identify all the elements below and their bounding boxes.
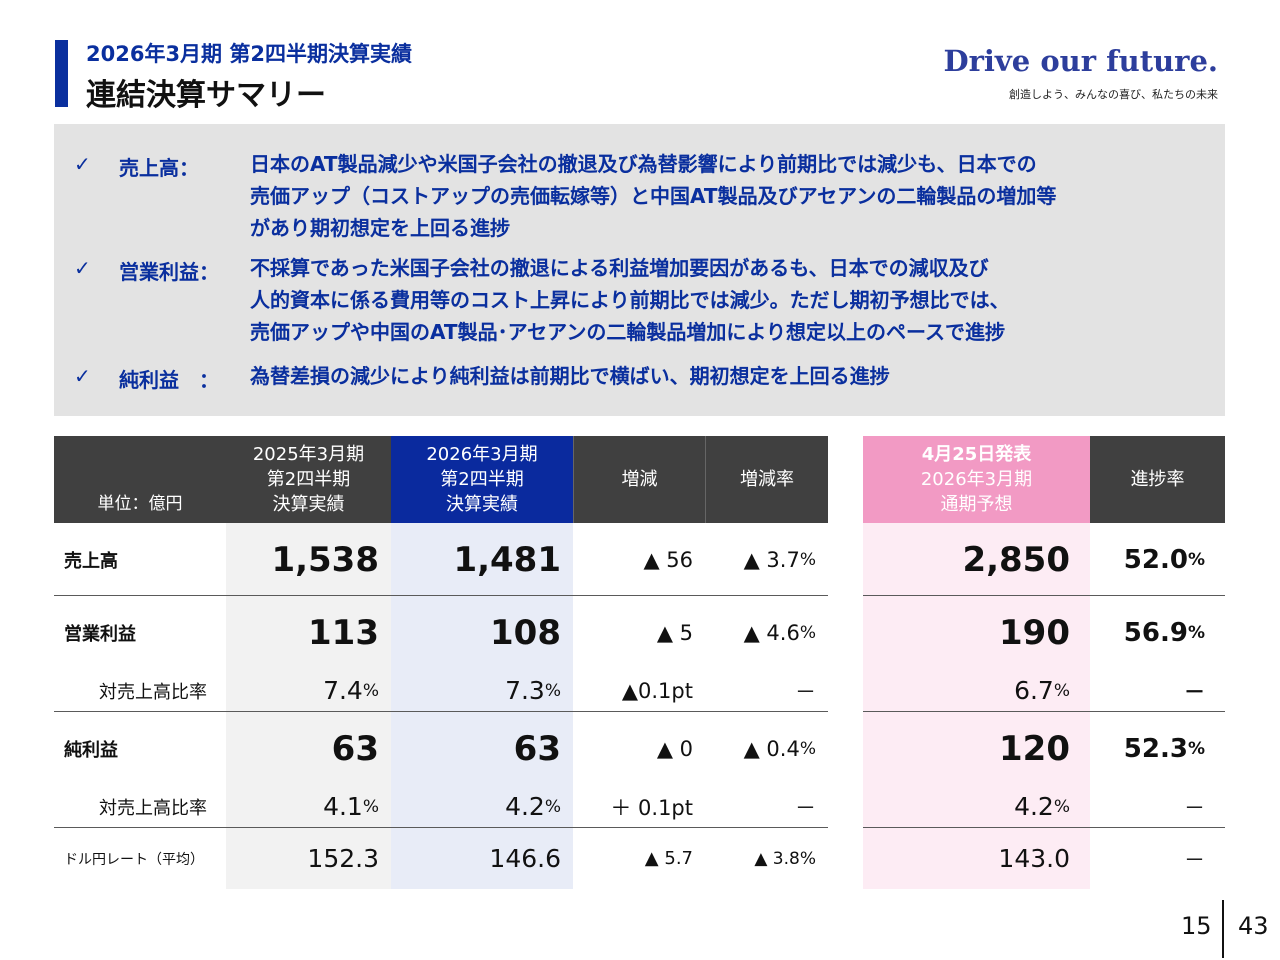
page-number: 15 [1181,912,1212,940]
row-label-op-ratio: 対売上高比率 [54,669,226,712]
net-rate: ▲ 0.4% [705,712,828,785]
op-prev: 113 [226,596,391,669]
summary-label: 営業利益： [119,260,219,284]
summary-label: 売上高： [119,156,199,180]
header-change: 増減 [573,436,705,523]
checkmark-icon: ✓ [74,364,91,388]
brand-slogan-subtext: 創造しよう、みんなの喜び、私たちの未来 [1009,88,1218,101]
title-accent-bar [55,40,68,107]
op-ratio-change: ▲0.1pt [573,669,705,712]
row-label-operating-profit: 営業利益 [54,596,226,669]
checkmark-icon: ✓ [74,152,91,176]
net-ratio-curr: 4.2% [391,785,573,828]
op-ratio-progress: － [1090,669,1225,712]
sales-prev: 1,538 [226,523,391,596]
sales-change: ▲ 56 [573,523,705,596]
op-rate: ▲ 4.6% [705,596,828,669]
sales-progress: 52.0% [1090,523,1225,596]
header-change-rate: 増減率 [705,436,828,523]
net-prev: 63 [226,712,391,785]
unit-label: 単位：億円 [54,436,226,523]
page-total: 43 [1238,912,1269,940]
row-divider [54,595,828,596]
row-divider [863,827,1225,828]
header-progress: 進捗率 [1090,436,1225,523]
sales-rate: ▲ 3.7% [705,523,828,596]
net-progress: 52.3% [1090,712,1225,785]
op-ratio-prev: 7.4% [226,669,391,712]
header-forecast: 4月25日発表 2026年3月期 通期予想 [863,436,1090,523]
page-subtitle: 2026年3月期 第2四半期決算実績 [86,42,412,66]
net-ratio-progress: － [1090,785,1225,828]
op-change: ▲ 5 [573,596,705,669]
fx-curr: 146.6 [391,828,573,889]
fx-rate: ▲ 3.8% [705,828,828,889]
summary-line: 人的資本に係る費用等のコスト上昇により前期比では減少。ただし期初予想比では、 [250,288,1010,312]
row-label-sales: 売上高 [54,523,226,596]
net-ratio-rate: － [705,785,828,828]
summary-line: 不採算であった米国子会社の撤退による利益増加要因があるも、日本での減収及び [250,256,989,280]
sales-forecast: 2,850 [863,523,1090,596]
fx-forecast: 143.0 [863,828,1090,889]
fx-prev: 152.3 [226,828,391,889]
page-title: 連結決算サマリー [86,78,326,113]
net-forecast: 120 [863,712,1090,785]
sales-curr: 1,481 [391,523,573,596]
summary-box: ✓ 売上高： 日本のAT製品減少や米国子会社の撤退及び為替影響により前期比では減… [54,124,1225,416]
header-prev-year: 2025年3月期 第2四半期 決算実績 [226,436,391,523]
net-ratio-change: ＋ 0.1pt [573,785,705,828]
fx-change: ▲ 5.7 [573,828,705,889]
op-forecast: 190 [863,596,1090,669]
summary-line: 為替差損の減少により純利益は前期比で横ばい、期初想定を上回る進捗 [250,364,890,388]
checkmark-icon: ✓ [74,256,91,280]
row-label-net-profit: 純利益 [54,712,226,785]
summary-line: 日本のAT製品減少や米国子会社の撤退及び為替影響により前期比では減少も、日本での [250,152,1037,176]
op-curr: 108 [391,596,573,669]
brand-slogan: Drive our future. [943,44,1218,78]
op-progress: 56.9% [1090,596,1225,669]
page-divider [1222,900,1224,958]
summary-line: 売価アップや中国のAT製品･アセアンの二輪製品増加により想定以上のペースで進捗 [250,320,1005,344]
row-divider [863,595,1225,596]
row-divider [54,827,828,828]
net-ratio-forecast: 4.2% [863,785,1090,828]
summary-line: があり期初想定を上回る進捗 [250,216,510,240]
net-curr: 63 [391,712,573,785]
fx-progress: － [1090,828,1225,889]
row-divider [54,711,828,712]
op-ratio-curr: 7.3% [391,669,573,712]
summary-label: 純利益 ： [119,368,219,392]
op-ratio-forecast: 6.7% [863,669,1090,712]
op-ratio-rate: － [705,669,828,712]
net-ratio-prev: 4.1% [226,785,391,828]
row-label-net-ratio: 対売上高比率 [54,785,226,828]
row-divider [863,711,1225,712]
net-change: ▲ 0 [573,712,705,785]
summary-line: 売価アップ（コストアップの売価転嫁等）と中国AT製品及びアセアンの二輪製品の増加… [250,184,1057,208]
header-current-year: 2026年3月期 第2四半期 決算実績 [391,436,573,523]
row-label-fx-rate: ドル円レート（平均） [54,828,226,889]
